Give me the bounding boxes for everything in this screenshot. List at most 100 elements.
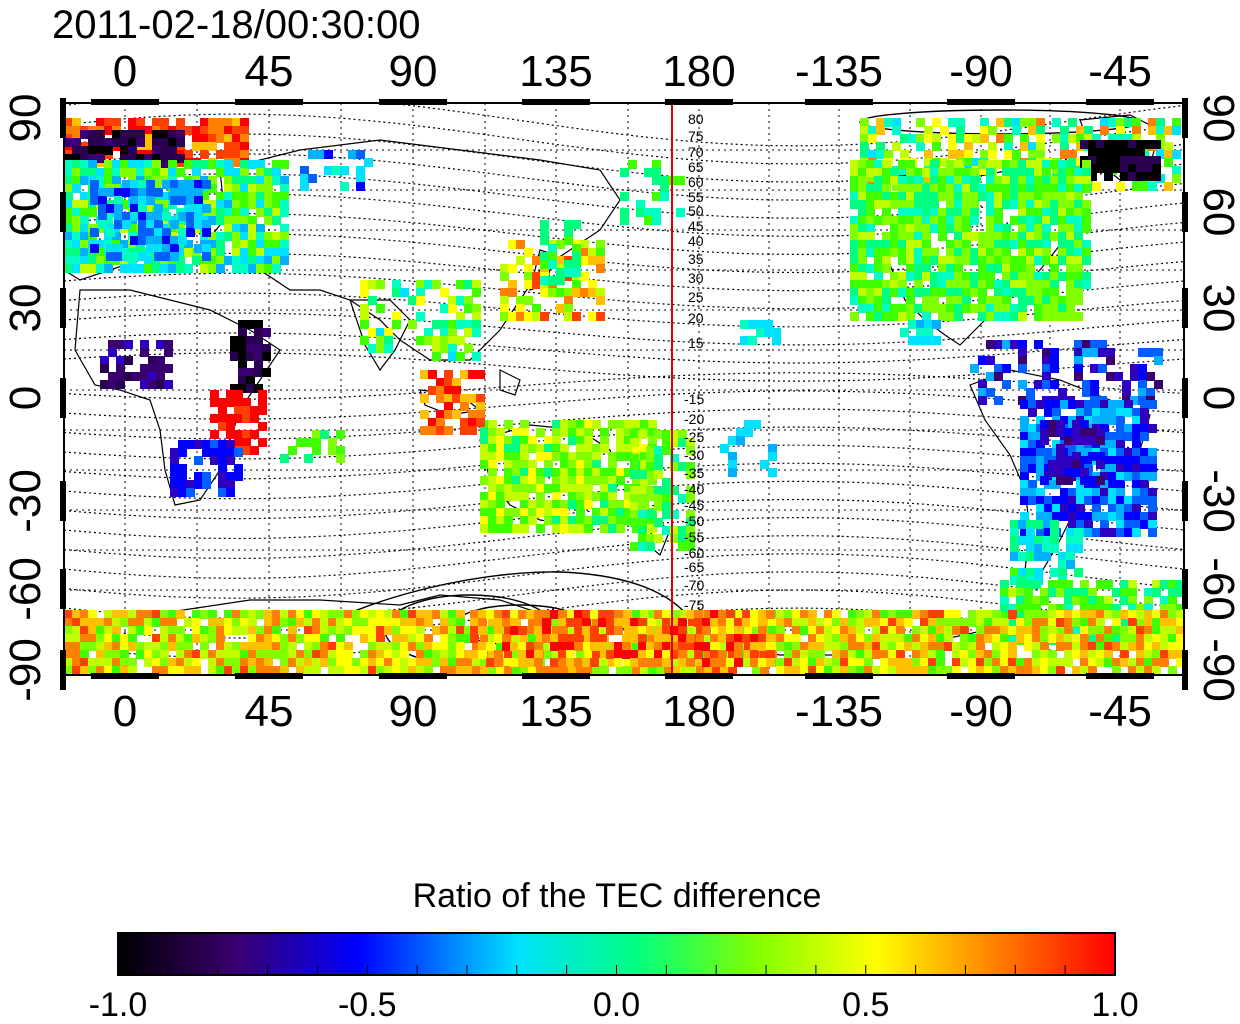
tec-pixel [1024, 658, 1033, 667]
tec-pixel [1132, 488, 1141, 497]
tec-pixel [448, 352, 457, 361]
tec-pixel [88, 658, 97, 667]
tec-pixel [1010, 272, 1019, 281]
frame-ticks [60, 98, 1188, 690]
tec-pixel [984, 666, 993, 675]
tec-pixel [1140, 488, 1149, 497]
tec-pixel [734, 650, 743, 659]
tec-pixel [532, 304, 541, 313]
tec-pixel [186, 180, 195, 189]
tec-pixel [962, 256, 971, 265]
tec-pixel [72, 650, 81, 659]
tec-pixel [224, 142, 233, 151]
tec-pixel [608, 468, 617, 477]
tec-pixel [848, 650, 857, 659]
tec-pixel [226, 390, 235, 399]
tec-pixel [882, 256, 891, 265]
tec-pixel [792, 658, 801, 667]
tec-pixel [1058, 184, 1067, 193]
tec-pixel [954, 296, 963, 305]
tec-pixel [978, 272, 987, 281]
tec-pixel [876, 126, 885, 135]
tec-pixel [424, 610, 433, 619]
tec-pixel [224, 224, 233, 233]
tec-pixel [248, 618, 257, 627]
tec-pixel [164, 348, 173, 357]
tec-pixel [906, 256, 915, 265]
tec-pixel [1058, 296, 1067, 305]
tec-pixel [160, 130, 169, 139]
tec-pixel [734, 626, 743, 635]
tec-pixel [662, 478, 671, 487]
tec-pixel [1074, 264, 1083, 273]
tec-pixel [524, 248, 533, 257]
tec-pixel [592, 516, 601, 525]
tec-pixel [1080, 580, 1089, 589]
tec-pixel [1074, 356, 1083, 365]
tec-pixel [526, 610, 535, 619]
tec-pixel [480, 508, 489, 517]
tec-pixel [768, 468, 777, 477]
tec-pixel [542, 610, 551, 619]
tec-pixel [994, 264, 1003, 273]
tec-pixel [600, 658, 609, 667]
tec-pixel [152, 658, 161, 667]
tec-pixel [954, 240, 963, 249]
tec-pixel [500, 264, 509, 273]
tec-pixel [496, 492, 505, 501]
tec-pixel [436, 410, 445, 419]
tec-pixel [1066, 544, 1075, 553]
tec-pixel [1020, 472, 1029, 481]
tec-pixel [340, 182, 349, 191]
tec-pixel [1090, 380, 1099, 389]
tec-pixel [264, 264, 273, 273]
tec-pixel [1072, 642, 1081, 651]
y-tick-label: -60 [1, 557, 50, 621]
tec-pixel [644, 208, 653, 217]
tec-pixel [112, 176, 121, 185]
tec-pixel [600, 444, 609, 453]
tec-pixel [280, 192, 289, 201]
tec-pixel [936, 626, 945, 635]
tec-pixel [552, 626, 561, 635]
tec-pixel [504, 436, 513, 445]
tec-pixel [376, 610, 385, 619]
x-axis-top: 0 45 90 135 180 -135 -90 -45 [113, 47, 1152, 96]
tec-pixel [542, 626, 551, 635]
tec-pixel [170, 180, 179, 189]
tec-pixel [1016, 666, 1025, 675]
tec-pixel [986, 240, 995, 249]
tec-pixel [114, 244, 123, 253]
tec-pixel [1082, 200, 1091, 209]
tec-pixel [240, 200, 249, 209]
tec-pixel [456, 352, 465, 361]
tec-pixel [532, 256, 541, 265]
tec-pixel [1160, 642, 1169, 651]
tec-pixel [64, 264, 73, 273]
tec-pixel [1002, 256, 1011, 265]
tec-pixel [946, 272, 955, 281]
tec-pixel [1064, 468, 1073, 477]
tec-pixel [168, 666, 177, 675]
tec-pixel [986, 200, 995, 209]
tec-pixel [1064, 428, 1073, 437]
tec-pixel [1074, 200, 1083, 209]
tec-pixel [930, 256, 939, 265]
tec-pixel [80, 626, 89, 635]
tec-pixel [718, 618, 727, 627]
tec-pixel [758, 658, 767, 667]
tec-pixel [100, 364, 109, 373]
tec-pixel [496, 476, 505, 485]
tec-pixel [534, 658, 543, 667]
tec-pixel [1026, 288, 1035, 297]
tec-pixel [962, 216, 971, 225]
tec-pixel [946, 184, 955, 193]
tec-pixel [906, 160, 915, 169]
tec-pixel [1010, 280, 1019, 289]
tec-pixel [1088, 618, 1097, 627]
tec-pixel [978, 288, 987, 297]
tec-pixel [360, 304, 369, 313]
tec-pixel [912, 626, 921, 635]
tec-pixel [264, 658, 273, 667]
tec-pixel [916, 118, 925, 127]
